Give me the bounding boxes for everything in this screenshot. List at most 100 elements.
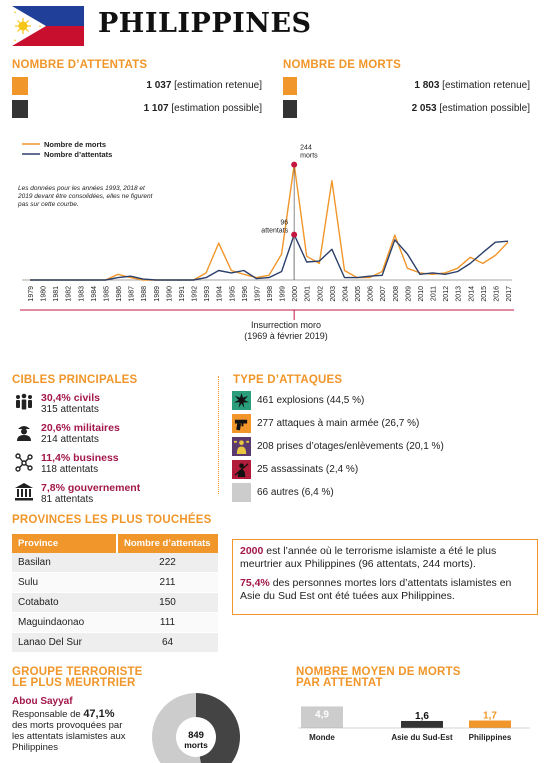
x-tick-label: 2003 [330,286,337,302]
attack-item-hostage: 208 prises d’otages/enlèvements (20,1 %) [232,435,542,458]
fact-text: des personnes mortes lors d’attentats is… [240,577,512,602]
gun-icon [234,419,248,431]
cible-count: 118 attentats [41,464,99,475]
col-province: Province [12,534,117,553]
attack-label: 25 assassinats (2,4 %) [257,464,359,475]
x-tick-label: 1982 [66,286,73,302]
attack-item-explosion: 461 explosions (44,5 %) [232,389,542,412]
period-label-1: Insurrection moro [250,320,322,330]
annotation-number: 96 [280,220,288,227]
provinces-heading: PROVINCES LES PLUS TOUCHÉES [12,514,212,526]
attack-label: 461 explosions (44,5 %) [257,395,365,406]
x-tick-label: 2012 [443,286,450,302]
morts-retenue-value: 1 803 [414,80,440,91]
x-tick-label: 1987 [129,286,136,302]
bar-value-label: 4,9 [315,709,329,720]
x-tick-label: 2013 [456,286,463,302]
bar-chart: 4,9 Monde 1,6 Asie du Sud-Est 1,7 Philippines [298,706,530,742]
cible-pct: 20,6% militaires [41,422,120,434]
x-tick-label: 2015 [481,286,488,302]
fact-percent: 75,4% des personnes mortes lors d’attent… [240,577,530,603]
government-icon [15,483,33,501]
cible-item-government: 7,8% gouvernement 81 attentats [14,482,209,512]
donut-slice [152,693,201,763]
x-tick-label: 1988 [141,286,148,302]
donut-center-value: 849 [188,730,204,741]
bar-value-label: 1,6 [415,711,429,722]
civilians-icon [16,393,32,410]
facts-box: 2000 est l’année où le terrorisme islami… [232,539,538,615]
attack-item-assassination: 25 assassinats (2,4 %) [232,458,542,481]
attentats-heading: NOMBRE D’ATTENTATS [12,59,148,71]
flag-icon [12,6,84,46]
chart-note: Les données pour les années 1993, 2018 e… [18,185,153,208]
explosion-icon [234,393,249,408]
x-tick-label: 1983 [78,286,85,302]
groupe-desc-2: des morts provoquées par les attentats i… [12,720,126,753]
morts-possible-label: [estimation possible] [439,103,530,114]
cible-pct: 7,8% gouvernement [41,482,141,494]
cible-item-civilians: 30,4% civils 315 attentats [14,392,209,422]
x-tick-label: 2006 [368,286,375,302]
table-row: Sulu 211 [12,572,218,593]
table-row: Basilan 222 [12,553,218,573]
period-label-2: (1969 à février 2019) [244,331,328,341]
attentats-retenue: 1 037 [estimation retenue] [30,80,262,91]
bar [301,706,343,728]
attentats-possible-bar [12,100,28,118]
col-count: Nombre d’attentats [116,534,218,553]
x-tick-label: 1986 [116,286,123,302]
bar-value-label: 1,7 [483,711,497,722]
morts-retenue: 1 803 [estimation retenue] [300,80,530,91]
x-tick-label: 1994 [217,286,224,302]
x-tick-label: 1990 [166,286,173,302]
attaques-list: 461 explosions (44,5 %) 277 attaques à m… [232,389,542,504]
attentats-retenue-value: 1 037 [146,80,172,91]
attentats-retenue-label: [estimation retenue] [174,80,262,91]
moyen-heading-2: PAR ATTENTAT [296,677,383,689]
donut-center-label: morts [184,740,208,750]
morts-possible: 2 053 [estimation possible] [300,103,530,114]
assassination-icon [234,463,249,477]
x-tick-label: 2007 [380,286,387,302]
cible-pct: 11,4% business [41,452,119,464]
x-tick-label: 1998 [267,286,274,302]
x-tick-label: 2000 [292,286,299,302]
x-tick-label: 1981 [53,286,60,302]
section-divider [218,376,219,494]
attaques-heading: TYPE D’ATTAQUES [233,374,343,386]
x-tick-label: 1996 [242,286,249,302]
page-title: PHILIPPINES [98,8,312,39]
cibles-list: 30,4% civils 315 attentats 20,6% militair… [14,392,209,512]
cible-count: 315 attentats [41,404,99,415]
x-tick-label: 2016 [493,286,500,302]
bar [469,720,511,728]
x-tick-label: 2010 [418,286,425,302]
legend-label: Nombre de morts [44,140,106,149]
x-tick-label: 2009 [405,286,412,302]
attentats-possible-label: [estimation possible] [171,103,262,114]
attack-item-gun: 277 attaques à main armée (26,7 %) [232,412,542,435]
groupe-name: Abou Sayyaf [12,696,73,707]
annotation-number: 244 [300,145,312,152]
morts-retenue-label: [estimation retenue] [442,80,530,91]
moyen-heading-1: NOMBRE MOYEN DE MORTS [296,666,461,678]
x-tick-label: 1989 [154,286,161,302]
x-tick-label: 2017 [506,286,513,302]
provinces-table: Province Nombre d’attentats Basilan 222 S… [12,534,218,653]
x-tick-label: 2002 [317,286,324,302]
fact-text: est l’année où le terrorisme islamiste a… [240,545,497,570]
morts-possible-value: 2 053 [411,103,437,114]
table-row: Lanao Del Sur 64 [12,632,218,653]
groupe-heading-1: GROUPE TERRORISTE [12,666,143,678]
x-tick-label: 1997 [254,286,261,302]
fact-2000: 2000 est l’année où le terrorisme islami… [240,545,530,571]
donut-slice [196,693,240,763]
x-tick-label: 2001 [305,286,312,302]
bar-category-label: Monde [309,733,335,742]
morts-retenue-bar [283,77,297,95]
cible-pct: 30,4% civils [41,392,100,404]
